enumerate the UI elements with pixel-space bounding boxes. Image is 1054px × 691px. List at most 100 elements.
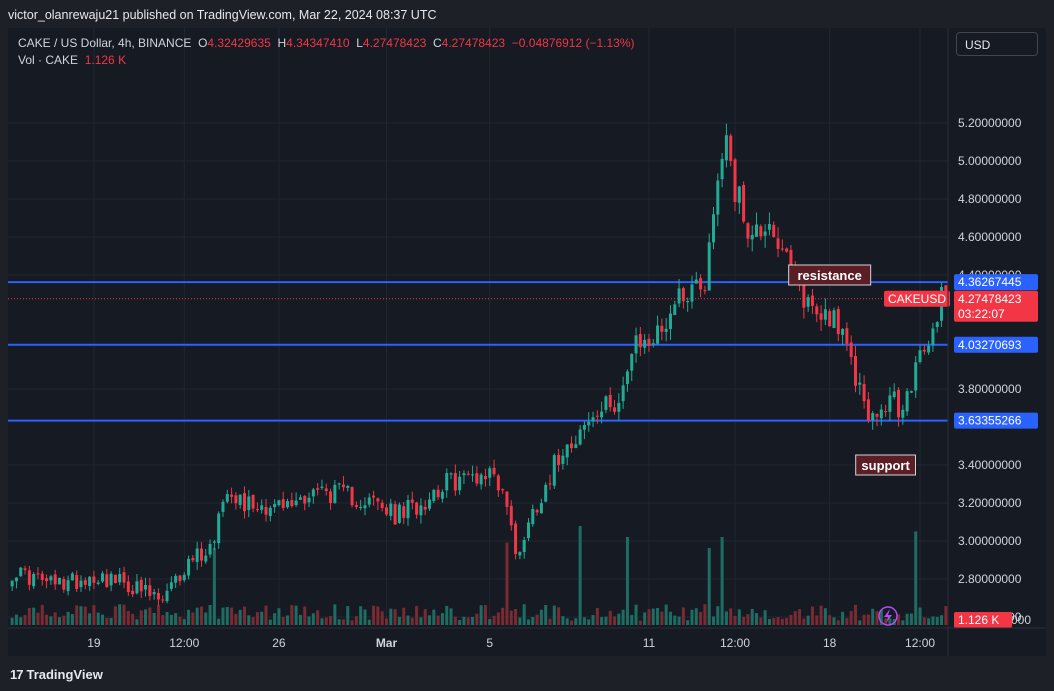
volume-label[interactable]: Vol · CAKE — [18, 53, 79, 67]
volume-bar — [561, 616, 565, 625]
volume-bar — [346, 606, 350, 625]
candle-body — [505, 491, 509, 507]
candle-body — [561, 455, 565, 464]
candle-body — [329, 491, 333, 504]
volume-bar — [131, 613, 135, 625]
volume-bar — [389, 608, 393, 625]
candle-body — [548, 483, 552, 485]
volume-bar — [316, 610, 320, 625]
volume-bar — [871, 608, 875, 625]
candle-body — [19, 567, 23, 577]
volume-bar — [165, 611, 169, 625]
candle-body — [118, 574, 122, 583]
volume-bar — [88, 613, 92, 625]
candle-body — [617, 402, 621, 412]
volume-bar — [247, 615, 251, 625]
candle-body — [823, 309, 827, 320]
volume-bar — [242, 606, 247, 625]
time-axis[interactable]: 19 12:00 26 Mar 5 11 12:00 18 12:00 — [8, 28, 1046, 656]
volume-bar — [320, 618, 324, 625]
ohlc-legend: CAKE / US Dollar, 4h, BINANCE O4.3242963… — [18, 36, 635, 50]
time-tick: 26 — [272, 636, 286, 650]
chart-panel[interactable]: resistance support 5.20000000 5.00000000 4.… — [8, 28, 1046, 656]
candle-body — [436, 489, 440, 498]
volume-bar — [707, 548, 711, 625]
candle-body — [871, 413, 875, 421]
volume-bar — [234, 613, 238, 625]
volume-bar — [901, 620, 905, 625]
volume-bar — [453, 616, 457, 625]
candle-body — [552, 455, 556, 486]
level-price-label-bg — [954, 274, 1038, 291]
volume-bars — [10, 526, 948, 625]
candle-body — [582, 425, 586, 430]
candle-body — [630, 353, 634, 371]
volume-bar — [802, 618, 806, 625]
currency-button[interactable]: USD — [956, 32, 1038, 56]
candle-body — [570, 443, 574, 449]
candle-body — [587, 421, 591, 426]
candle-body — [333, 484, 337, 503]
symbol-tag: CAKEUSD — [888, 292, 946, 306]
price-tick: 3.40000000 — [958, 458, 1022, 472]
candle-body — [174, 575, 178, 583]
candle-body — [595, 415, 599, 417]
symbol-title[interactable]: CAKE / US Dollar, 4h, BINANCE — [18, 36, 192, 50]
level-price-label: 4.03270693 — [958, 338, 1022, 352]
volume-bar — [643, 612, 647, 625]
candle-body — [251, 494, 255, 509]
volume-bar — [118, 604, 122, 625]
candle-body — [888, 395, 892, 412]
volume-bar — [324, 617, 328, 625]
candle-body — [841, 329, 845, 335]
candle-body — [647, 338, 651, 347]
tradingview-logo[interactable]: 17 TradingView — [10, 667, 103, 682]
candle-body — [750, 234, 754, 240]
volume-bar — [307, 616, 311, 625]
candle-body — [66, 580, 70, 592]
candlestick-chart[interactable]: resistance support 5.20000000 5.00000000 4.… — [8, 28, 1046, 656]
volume-bar — [647, 609, 651, 625]
price-tick: 5.20000000 — [958, 116, 1022, 130]
volume-bar — [501, 607, 505, 625]
volume-bar — [148, 607, 152, 625]
candle-body — [462, 473, 466, 476]
volume-bar — [83, 606, 87, 625]
candle-body — [402, 506, 406, 518]
candle-body — [742, 184, 746, 222]
candle-body — [673, 304, 677, 315]
volume-bar — [238, 609, 242, 625]
volume-bar — [135, 619, 139, 625]
candle-body — [281, 499, 285, 509]
volume-bar — [931, 616, 935, 625]
volume-bar — [101, 614, 105, 625]
volume-bar — [785, 617, 789, 625]
price-axis[interactable]: 5.20000000 5.00000000 4.80000000 4.60000000… — [878, 116, 1038, 628]
volume-bar — [587, 619, 591, 625]
candle-body — [423, 506, 427, 510]
candle-body — [656, 325, 660, 344]
volume-bar — [733, 615, 737, 625]
volume-bar — [19, 617, 23, 625]
high-value: 4.34347410 — [286, 36, 350, 50]
candle-body — [660, 325, 664, 332]
candle-body — [367, 497, 371, 505]
volume-bar — [277, 608, 281, 625]
candle-body — [914, 362, 918, 391]
volume-bar — [565, 618, 569, 625]
candle-body — [83, 580, 87, 585]
volume-bar — [402, 607, 406, 625]
price-tick: 4.80000000 — [958, 192, 1022, 206]
volume-bar — [625, 537, 629, 625]
volume-bar — [105, 617, 109, 625]
candle-body — [101, 573, 105, 582]
candle-body — [466, 473, 470, 475]
candle-body — [79, 580, 83, 588]
candle-body — [591, 417, 595, 422]
candle-body — [144, 584, 148, 590]
candle-body — [518, 552, 522, 556]
candle-body — [475, 473, 479, 484]
candle-body — [785, 248, 789, 252]
volume-bar — [806, 615, 810, 625]
volume-bar — [36, 612, 40, 625]
